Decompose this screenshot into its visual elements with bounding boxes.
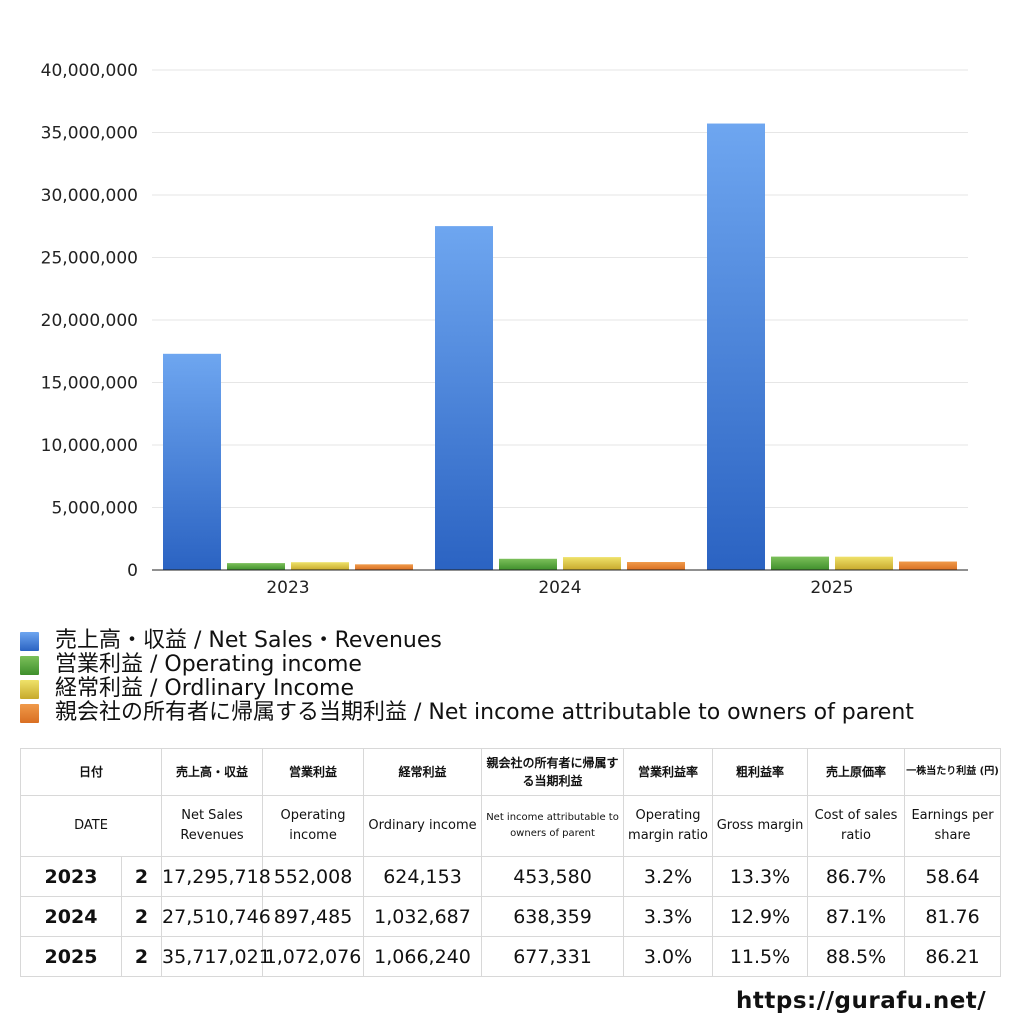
- bar: [435, 226, 493, 571]
- y-tick-label: 10,000,000: [41, 436, 138, 456]
- header-ordinary-income-en: Ordinary income: [363, 795, 483, 857]
- row-operating-income: 1,072,076: [262, 936, 365, 977]
- y-tick-label: 15,000,000: [41, 374, 138, 394]
- legend-swatch-net-sales: [20, 631, 39, 651]
- row-eps: 58.64: [904, 856, 1002, 897]
- legend-swatch-net-income: [20, 703, 39, 723]
- legend-label-net-income: 親会社の所有者に帰属する当期利益 / Net income attributab…: [55, 700, 914, 725]
- row-cost-ratio: 86.7%: [807, 856, 906, 897]
- row-operating-margin: 3.2%: [623, 856, 714, 897]
- row-operating-margin: 3.0%: [623, 936, 714, 977]
- bar: [835, 556, 893, 570]
- row-year: 2023: [20, 856, 122, 897]
- row-ordinary-income: 624,153: [363, 856, 483, 897]
- source-url: https://gurafu.net/: [736, 988, 987, 1014]
- y-tick-label: 30,000,000: [41, 186, 138, 206]
- row-eps: 81.76: [904, 896, 1002, 937]
- header-eps-en: Earnings per share: [904, 795, 1002, 857]
- y-tick-label: 40,000,000: [41, 61, 138, 81]
- legend-swatch-operating-income: [20, 655, 39, 675]
- table-row: 2024 2 27,510,746 897,485 1,032,687 638,…: [20, 896, 1002, 937]
- row-net-income: 453,580: [481, 856, 625, 897]
- row-gross-margin: 11.5%: [712, 936, 809, 977]
- bar: [499, 558, 557, 570]
- row-ordinary-income: 1,032,687: [363, 896, 483, 937]
- x-tick-label: 2025: [810, 578, 853, 598]
- header-gross-margin-en: Gross margin: [712, 795, 809, 857]
- bar-chart: 0 5,000,000 10,000,000 15,000,000 20,000,000…: [41, 61, 968, 598]
- legend-item-net-sales: 売上高・収益 / Net Sales・Revenues: [20, 629, 914, 653]
- legend-label-operating-income: 営業利益 / Operating income: [55, 652, 362, 677]
- x-tick-label: 2024: [538, 578, 581, 598]
- row-eps: 86.21: [904, 936, 1002, 977]
- bar: [291, 562, 349, 570]
- row-net-income: 638,359: [481, 896, 625, 937]
- y-tick-label: 25,000,000: [41, 249, 138, 269]
- row-ordinary-income: 1,066,240: [363, 936, 483, 977]
- table-header-jp: 日付 売上高・収益 営業利益 経常利益 親会社の所有者に帰属する当期利益 営業利…: [19, 748, 1002, 796]
- header-date-jp: 日付: [19, 748, 163, 796]
- table-row: 2023 2 17,295,718 552,008 624,153 453,58…: [20, 856, 1002, 897]
- header-cost-ratio-jp: 売上原価率: [807, 748, 906, 796]
- bar: [355, 564, 413, 570]
- table-row: 2025 2 35,717,021 1,072,076 1,066,240 67…: [20, 936, 1002, 977]
- row-year: 2024: [20, 896, 122, 937]
- row-gross-margin: 12.9%: [712, 896, 809, 937]
- bar: [227, 563, 285, 570]
- header-net-sales-jp: 売上高・収益: [161, 748, 264, 796]
- header-cost-ratio-en: Cost of sales ratio: [807, 795, 906, 857]
- header-operating-margin-en: Operating margin ratio: [623, 795, 714, 857]
- row-quarter: 2: [120, 856, 162, 897]
- header-gross-margin-jp: 粗利益率: [712, 748, 809, 796]
- row-quarter: 2: [120, 896, 162, 937]
- row-net-income: 677,331: [481, 936, 625, 977]
- header-operating-margin-jp: 営業利益率: [623, 748, 714, 796]
- legend-label-ordinary-income: 経常利益 / Ordlinary Income: [55, 676, 354, 701]
- bar: [771, 556, 829, 570]
- row-operating-margin: 3.3%: [623, 896, 714, 937]
- row-cost-ratio: 88.5%: [807, 936, 906, 977]
- bar: [563, 557, 621, 570]
- row-quarter: 2: [120, 936, 162, 977]
- header-operating-income-en: Operating income: [262, 795, 365, 857]
- y-tick-label: 5,000,000: [51, 499, 138, 519]
- y-tick-label: 20,000,000: [41, 311, 138, 331]
- y-tick-label: 0: [127, 561, 138, 581]
- header-ordinary-income-jp: 経常利益: [363, 748, 483, 796]
- chart-legend: 売上高・収益 / Net Sales・Revenues 営業利益 / Opera…: [20, 629, 914, 725]
- legend-item-operating-income: 営業利益 / Operating income: [20, 653, 914, 677]
- legend-label-net-sales: 売上高・収益 / Net Sales・Revenues: [55, 628, 442, 653]
- row-cost-ratio: 87.1%: [807, 896, 906, 937]
- bar: [163, 353, 221, 570]
- row-operating-income: 552,008: [262, 856, 365, 897]
- row-net-sales: 17,295,718: [161, 856, 271, 897]
- y-tick-label: 35,000,000: [41, 124, 138, 144]
- x-tick-label: 2023: [266, 578, 309, 598]
- table-header-en: DATE Net Sales Revenues Operating income…: [19, 795, 1002, 857]
- header-net-sales-en: Net Sales Revenues: [161, 795, 264, 857]
- row-net-sales: 27,510,746: [161, 896, 271, 937]
- header-operating-income-jp: 営業利益: [262, 748, 365, 796]
- legend-item-net-income: 親会社の所有者に帰属する当期利益 / Net income attributab…: [20, 701, 914, 725]
- row-net-sales: 35,717,021: [161, 936, 271, 977]
- row-year: 2025: [20, 936, 122, 977]
- header-net-income-jp: 親会社の所有者に帰属する当期利益: [481, 748, 625, 796]
- legend-item-ordinary-income: 経常利益 / Ordlinary Income: [20, 677, 914, 701]
- header-net-income-en: Net income attributable to owners of par…: [481, 795, 625, 857]
- header-date-en: DATE: [19, 795, 163, 857]
- legend-swatch-ordinary-income: [20, 679, 39, 699]
- row-gross-margin: 13.3%: [712, 856, 809, 897]
- row-operating-income: 897,485: [262, 896, 365, 937]
- financial-data-table: 日付 売上高・収益 営業利益 経常利益 親会社の所有者に帰属する当期利益 営業利…: [19, 748, 1002, 977]
- bar: [627, 562, 685, 570]
- bar: [707, 123, 765, 571]
- bar: [899, 561, 957, 570]
- header-eps-jp: 一株当たり利益 (円): [904, 748, 1002, 796]
